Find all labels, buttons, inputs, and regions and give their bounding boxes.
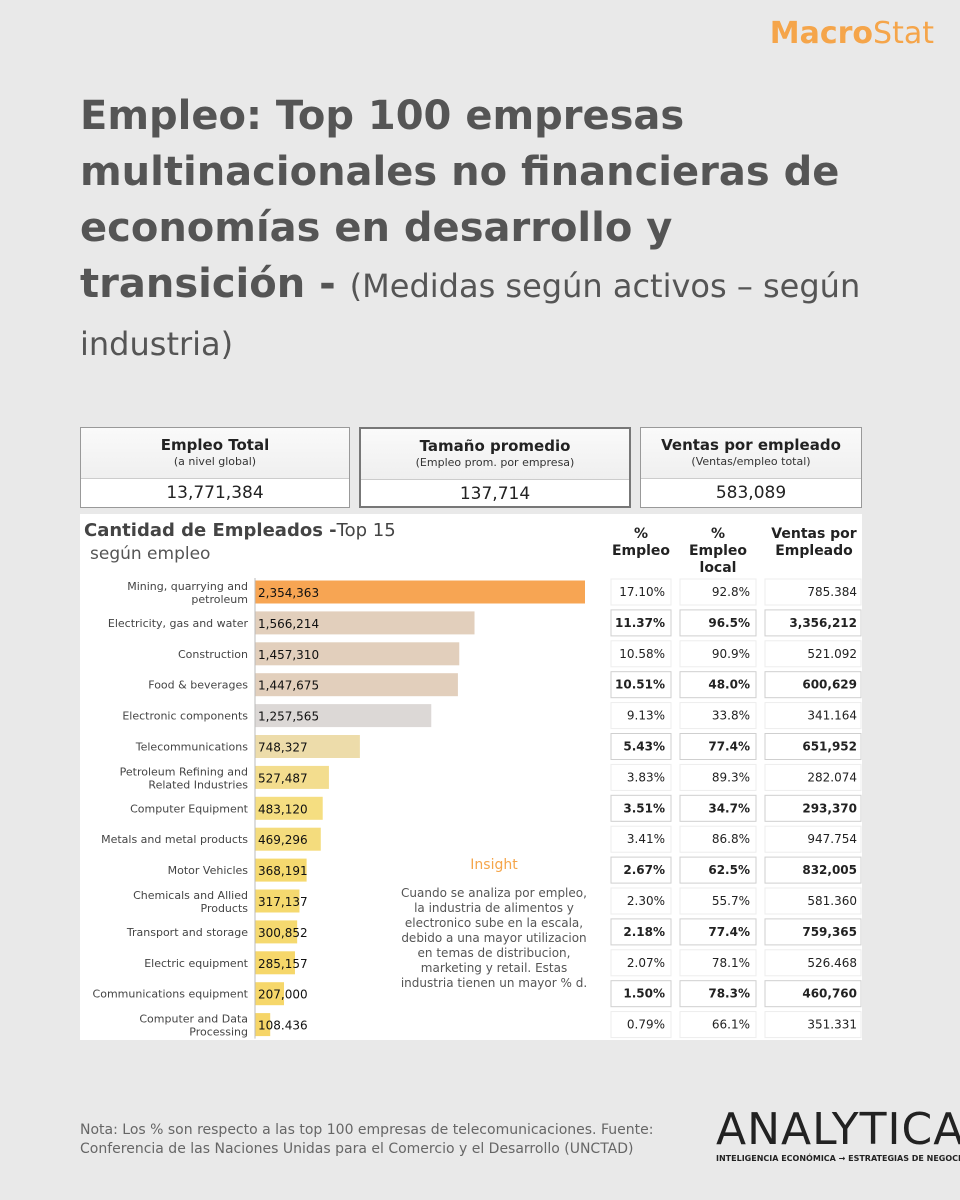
kpi-label: Ventas por empleado xyxy=(661,436,841,454)
col-header-ventas-por-empleado: Ventas por Empleado xyxy=(771,526,857,559)
kpi-value: 13,771,384 xyxy=(166,483,264,503)
chart-title-main: Cantidad de Empleados - xyxy=(84,520,337,541)
analytica-logo: ANALYTICA INTELIGENCIA ECONÓMICA → ESTRA… xyxy=(716,1104,960,1164)
title-sub: (Medidas según activos – según industria… xyxy=(80,267,861,363)
brand-stat: Stat xyxy=(873,16,934,51)
kpi-card-empleo-total: Empleo Total (a nivel global) 13,771,384 xyxy=(80,427,350,508)
kpi-sublabel: (Ventas/empleo total) xyxy=(691,455,811,468)
footer-note: Nota: Los % son respecto a las top 100 e… xyxy=(80,1122,654,1157)
chart-title-suffix: Top 15 xyxy=(336,520,396,541)
kpi-card-ventas-por-empleado: Ventas por empleado (Ventas/empleo total)… xyxy=(640,427,862,508)
kpi-sublabel: (a nivel global) xyxy=(173,455,257,468)
chart-title: Cantidad de Empleados -Top 15 xyxy=(84,520,396,541)
title-main: Empleo: Top 100 empresas multinacionales… xyxy=(80,93,840,307)
kpi-value: 583,089 xyxy=(715,483,787,503)
chart-subtitle: según empleo xyxy=(90,544,211,564)
brand-macro: Macro xyxy=(769,16,874,51)
brand-logo: MacroStat xyxy=(770,16,934,51)
col-header-pct-empleo: % Empleo xyxy=(611,526,671,559)
col-header-pct-empleo-local: % Empleo local xyxy=(688,526,748,576)
kpi-label: Tamaño promedio xyxy=(419,437,571,455)
kpi-card-tamano-promedio: Tamaño promedio (Empleo prom. por empresa… xyxy=(359,427,631,508)
logo-wordmark: ANALYTICA xyxy=(716,1104,960,1155)
page-title: Empleo: Top 100 empresas multinacionales… xyxy=(80,88,900,372)
chart-panel xyxy=(80,514,862,1040)
kpi-value: 137,714 xyxy=(459,484,531,504)
logo-tagline: INTELIGENCIA ECONÓMICA → ESTRATEGIAS DE … xyxy=(716,1154,960,1163)
kpi-sublabel: (Empleo prom. por empresa) xyxy=(415,456,575,469)
title-separator: - xyxy=(305,261,350,307)
kpi-label: Empleo Total xyxy=(160,436,270,454)
